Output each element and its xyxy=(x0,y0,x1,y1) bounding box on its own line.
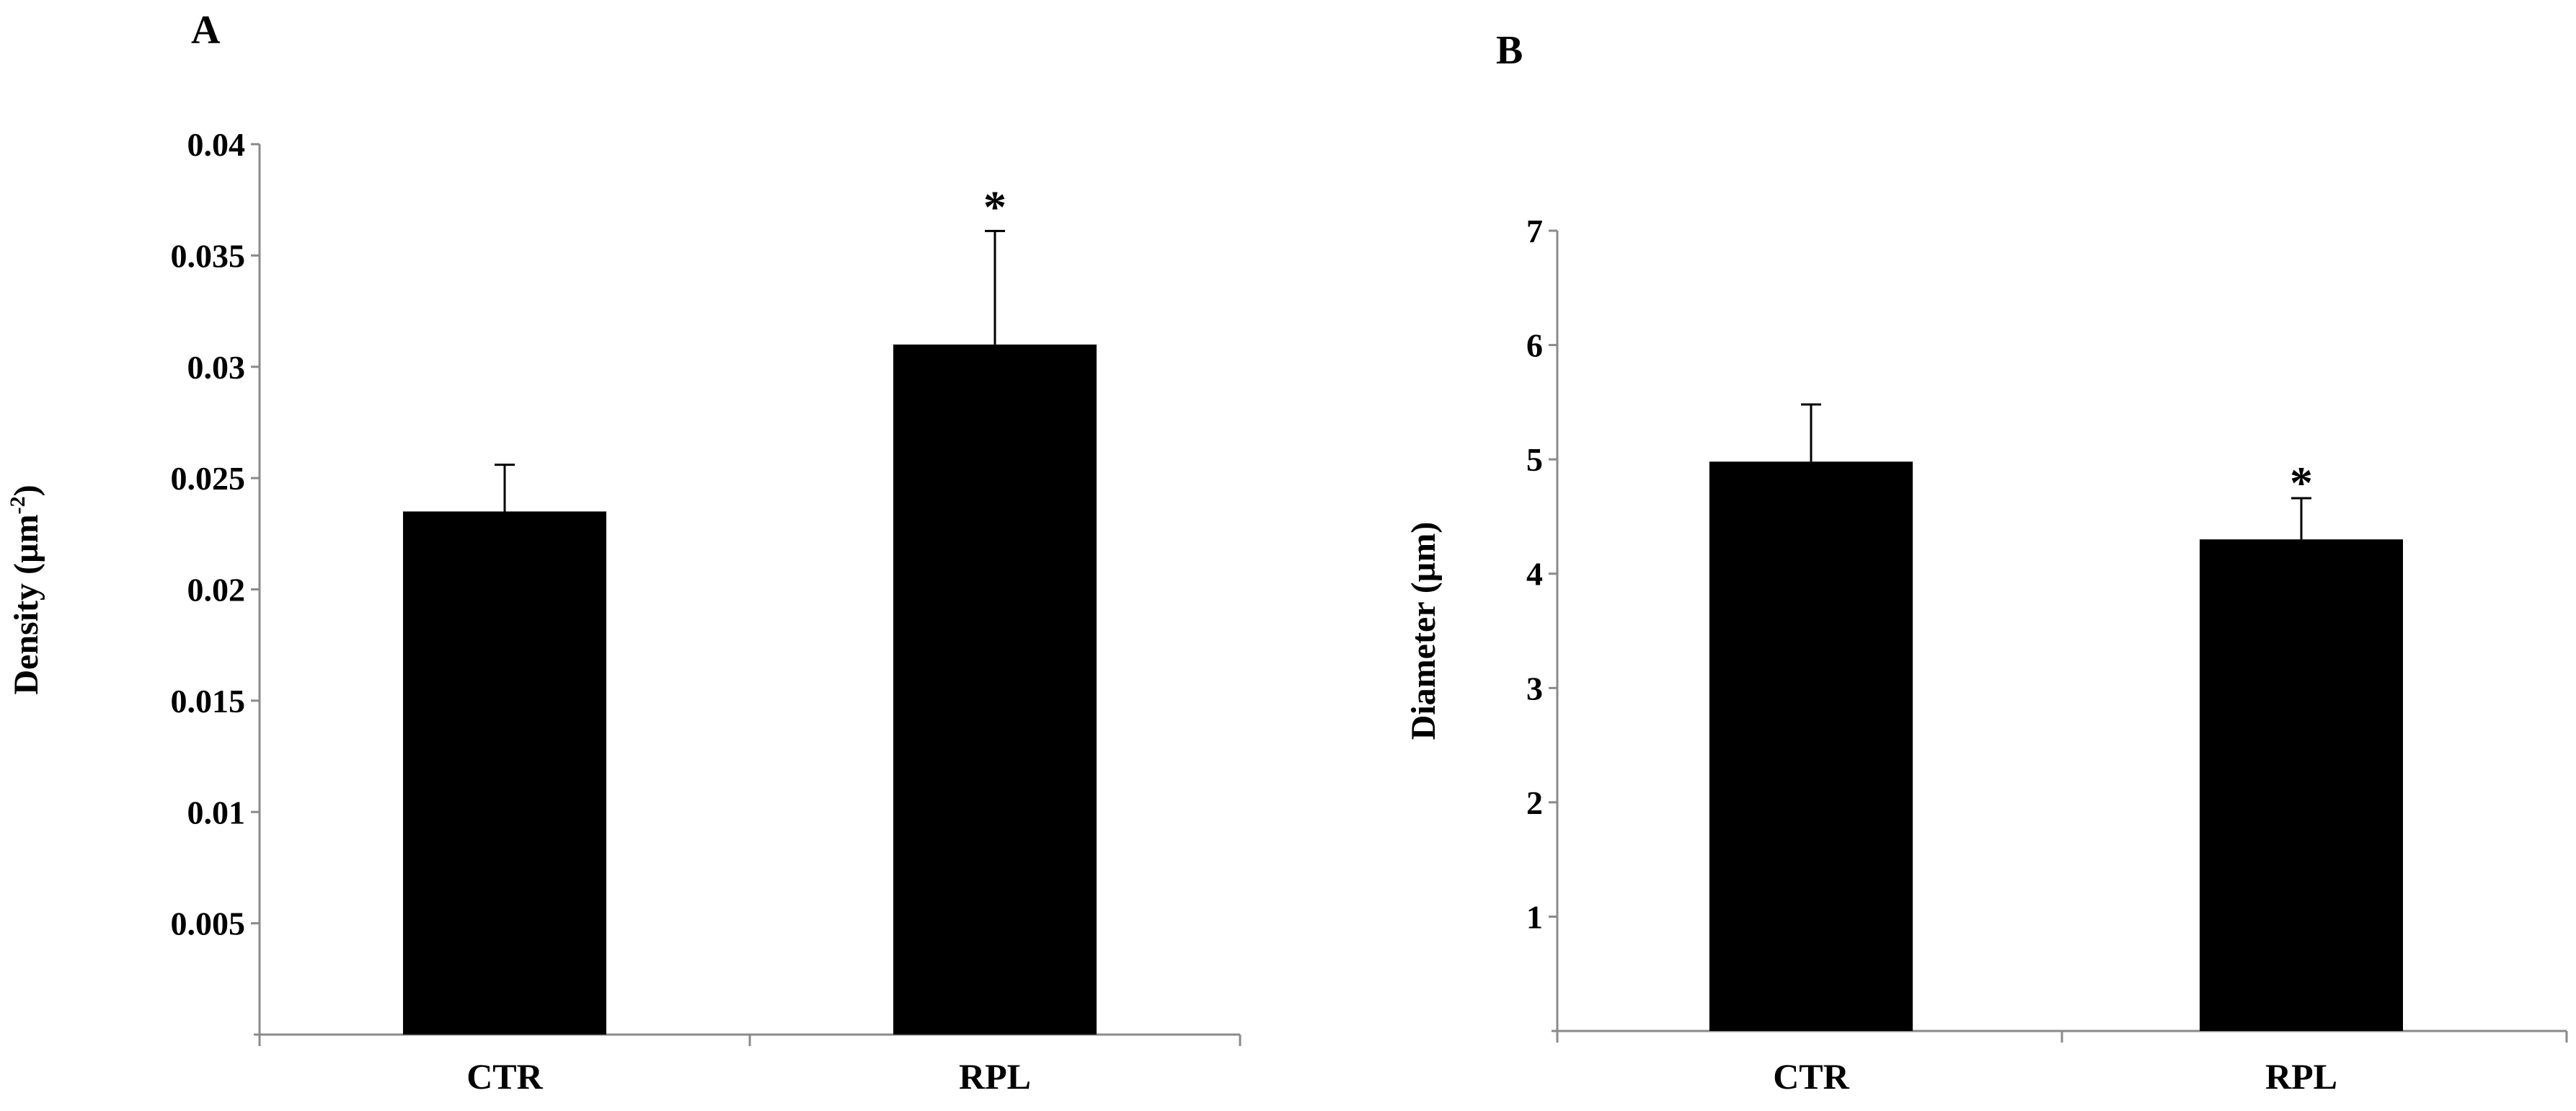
panel-a-y-tick-label-5: 0.03 xyxy=(187,349,246,386)
panel-a-bars: * xyxy=(403,181,1097,1035)
panel-a-category-rpl: RPL xyxy=(959,1056,1031,1097)
panel-a-significance-marker-rpl: * xyxy=(983,181,1006,232)
panel-a-y-tick-label-6: 0.035 xyxy=(171,237,246,274)
panel-b-y-tick-label-1: 2 xyxy=(1526,784,1543,821)
panel-a-y-tick-label-7: 0.04 xyxy=(187,126,246,163)
panel-a-y-tick-label-3: 0.02 xyxy=(187,572,246,608)
panel-b-y-tick-label-6: 7 xyxy=(1526,213,1543,249)
panel-a-bar-rpl xyxy=(893,344,1097,1035)
panel-b-y-ticks: 1 2 3 4 5 6 7 xyxy=(1526,213,1557,935)
panel-b-y-tick-label-0: 1 xyxy=(1526,898,1543,935)
panel-b-y-tick-label-5: 6 xyxy=(1526,327,1543,364)
panel-b-bar-rpl xyxy=(2200,539,2403,1031)
panel-a-y-axis-title-main: Density (µm xyxy=(7,514,45,694)
panel-a-bar-ctr xyxy=(403,511,606,1035)
panel-a-y-tick-label-2: 0.015 xyxy=(171,683,246,720)
panel-a-y-ticks: 0.005 0.01 0.015 0.02 0.025 0.03 0.035 0.04 xyxy=(171,126,260,942)
panel-a-y-axis-title-close: ) xyxy=(7,484,45,496)
panel-a-y-tick-label-4: 0.025 xyxy=(171,460,246,497)
panel-b-y-tick-label-4: 5 xyxy=(1526,441,1543,478)
panel-a-y-tick-label-1: 0.01 xyxy=(187,794,246,831)
panel-b-category-rpl: RPL xyxy=(2265,1056,2337,1097)
chart-panel-b: B 1 2 3 4 5 6 7 * CTR RPL Diameter (µm) xyxy=(1404,28,2568,1097)
panel-a-y-axis-title-superscript: -2 xyxy=(6,496,30,514)
panel-b-y-axis-title-main: Diameter (µm) xyxy=(1404,522,1443,740)
panel-b-y-axis-title: Diameter (µm) xyxy=(1404,522,1443,740)
panel-b-category-ctr: CTR xyxy=(1773,1056,1849,1097)
panel-a-y-tick-label-0: 0.005 xyxy=(171,906,246,942)
chart-panel-a: A 0.005 0.01 0.015 0.02 0.025 0.03 0.035 0.04 *… xyxy=(6,8,1241,1097)
panel-a-y-axis-title: Density (µm-2) xyxy=(6,484,45,694)
panel-b-bars: * xyxy=(1709,403,2403,1031)
panel-b-significance-marker-rpl: * xyxy=(2290,457,2313,508)
panel-b-letter: B xyxy=(1496,28,1523,73)
panel-b-y-tick-label-2: 3 xyxy=(1526,670,1543,707)
panel-a-letter: A xyxy=(191,8,221,53)
panel-b-bar-ctr xyxy=(1709,461,1913,1031)
panel-a-category-ctr: CTR xyxy=(466,1056,543,1097)
panel-b-y-tick-label-3: 4 xyxy=(1526,556,1543,593)
